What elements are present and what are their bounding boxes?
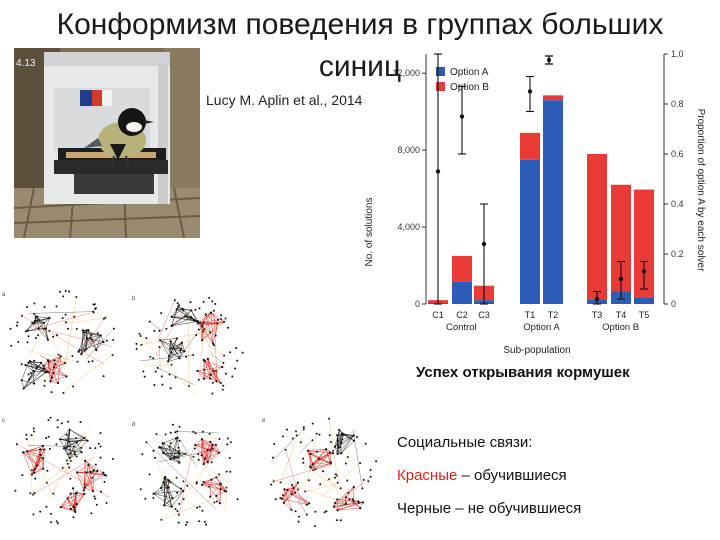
- legend-red-rest: – обучившиеся: [457, 467, 567, 484]
- panel-letter: e: [262, 418, 266, 424]
- y-right-tick-label: 0: [671, 299, 676, 309]
- bar-option-b-t1: [520, 132, 540, 160]
- solutions-chart: Option A Option B No. of solutions Propo…: [364, 49, 706, 356]
- legend-swatch-option-b: [436, 82, 445, 91]
- citation: Lucy M. Aplin et al., 2014: [206, 92, 363, 108]
- x-tick-label: C3: [478, 310, 490, 320]
- network-panel-a: a: [2, 290, 115, 394]
- x-group-label: Control: [446, 322, 477, 333]
- y-right-tick-label: 0.2: [671, 249, 684, 259]
- y-right-tick-label: 0.4: [671, 199, 684, 209]
- bar-option-b-t4: [611, 184, 631, 292]
- legend-swatch-option-a: [436, 67, 445, 76]
- proportion-point-c3: [481, 241, 487, 247]
- legend-red-line: Красные – обучившиеся: [397, 467, 567, 484]
- y-axis-label: No. of solutions: [364, 198, 375, 267]
- panel-letter: d: [132, 422, 135, 428]
- network-panel-b: b: [132, 296, 244, 395]
- bar-option-a-c2: [452, 281, 472, 304]
- legend-black-line: Черные – не обучившиеся: [397, 500, 582, 517]
- legend-label-option-a: Option A: [450, 67, 489, 78]
- x-group-label: Option A: [523, 322, 560, 333]
- x-tick-label: T3: [592, 310, 603, 320]
- bar-option-a-t2: [543, 100, 563, 305]
- bar-option-b-t2: [543, 95, 563, 101]
- great-tit-photo: 4.13: [14, 48, 200, 238]
- legend-error-bar-symbol: [545, 55, 553, 65]
- network-panel-e: e: [262, 417, 378, 527]
- y-right-tick-label: 1.0: [671, 49, 684, 59]
- x-tick-label: T2: [548, 310, 559, 320]
- y-tick-label: 0: [415, 299, 420, 309]
- bar-option-b-c2: [452, 255, 472, 282]
- proportion-point-c2: [459, 114, 465, 119]
- bar-option-b-t3: [587, 154, 607, 300]
- network-panel-d: d: [132, 422, 239, 526]
- x-tick-label: C2: [456, 310, 468, 320]
- chart-caption: Успех открывания кормушек: [416, 364, 630, 381]
- y-tick-label: 4,000: [397, 222, 420, 232]
- panel-letter: c: [2, 418, 5, 424]
- slide-title-line2: синиц: [318, 50, 402, 83]
- legend-heading: Социальные связи:: [397, 434, 533, 451]
- bar-option-a-t5: [634, 297, 654, 304]
- x-tick-label: T1: [525, 310, 536, 320]
- slide-title: Конформизм поведения в группах больших с…: [20, 4, 700, 88]
- x-tick-label: C1: [432, 310, 444, 320]
- proportion-point-t5: [641, 269, 647, 274]
- proportion-point-t3: [594, 296, 600, 302]
- proportion-point-c1: [435, 169, 441, 174]
- x-tick-label: T4: [616, 310, 627, 320]
- bar-option-b-t5: [634, 189, 654, 298]
- bar-option-a-t1: [520, 159, 540, 304]
- network-panel-c: c: [2, 416, 114, 525]
- proportion-point-t1: [527, 89, 533, 94]
- x-axis-label: Sub-population: [503, 345, 570, 356]
- proportion-point-t4: [618, 276, 624, 282]
- social-network-panels: a b c d e: [2, 290, 378, 527]
- legend-red-word: Красные: [397, 467, 458, 484]
- y-tick-label: 8,000: [397, 145, 420, 155]
- y-axis-right-label: Proportion of option A by each solver: [695, 109, 706, 273]
- panel-letter: b: [132, 296, 136, 302]
- photo-timestamp: 4.13: [16, 58, 36, 69]
- legend-label-option-b: Option B: [450, 82, 489, 93]
- y-right-tick-label: 0.6: [671, 149, 684, 159]
- x-group-label: Option B: [602, 322, 639, 333]
- chart-legend: Option A Option B: [436, 67, 489, 93]
- slide-title-line1: Конформизм поведения в группах больших: [56, 8, 664, 41]
- y-tick-label: 12,000: [392, 68, 420, 78]
- y-right-tick-label: 0.8: [671, 99, 684, 109]
- panel-letter: a: [2, 292, 6, 298]
- x-tick-label: T5: [639, 310, 650, 320]
